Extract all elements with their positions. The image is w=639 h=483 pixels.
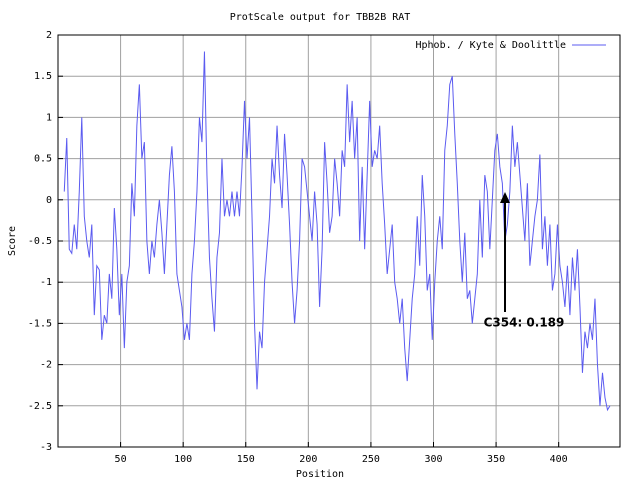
y-tick-label: -0.5 bbox=[28, 236, 52, 247]
annotation-arrowhead bbox=[500, 192, 510, 203]
y-tick-label: -2.5 bbox=[28, 401, 52, 412]
y-tick-label: -2 bbox=[40, 360, 52, 371]
x-axis-label: Position bbox=[296, 469, 344, 480]
y-tick-label: -1 bbox=[40, 277, 52, 288]
y-tick-label: 0 bbox=[46, 195, 52, 206]
data-line bbox=[63, 51, 611, 412]
y-tick-label: 1 bbox=[46, 112, 52, 123]
x-tick-label: 200 bbox=[299, 454, 317, 465]
y-tick-label: 1.5 bbox=[34, 71, 52, 82]
y-tick-label: -3 bbox=[40, 442, 52, 453]
x-tick-label: 400 bbox=[550, 454, 568, 465]
y-tick-label: 2 bbox=[46, 30, 52, 41]
x-tick-label: 50 bbox=[115, 454, 127, 465]
legend-label: Hphob. / Kyte & Doolittle bbox=[415, 40, 566, 51]
chart-title: ProtScale output for TBB2B RAT bbox=[230, 12, 411, 23]
y-tick-label: -1.5 bbox=[28, 318, 52, 329]
y-axis-label: Score bbox=[7, 226, 18, 256]
annotation: C354: 0.189 bbox=[484, 316, 565, 330]
x-tick-label: 350 bbox=[487, 454, 505, 465]
x-tick-label: 150 bbox=[237, 454, 255, 465]
x-tick-label: 300 bbox=[424, 454, 442, 465]
x-tick-label: 250 bbox=[362, 454, 380, 465]
x-tick-label: 100 bbox=[174, 454, 192, 465]
y-tick-label: 0.5 bbox=[34, 154, 52, 165]
